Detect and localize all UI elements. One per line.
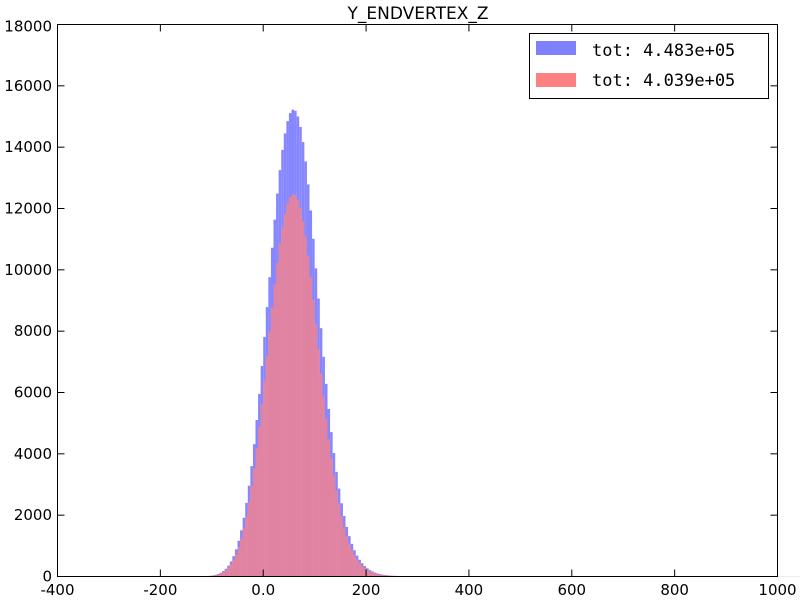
legend-swatch-series-1 — [536, 41, 576, 55]
histogram-bar — [260, 404, 264, 577]
histogram-bar — [263, 380, 266, 577]
histogram-bar — [224, 570, 228, 577]
histogram-bar — [306, 255, 310, 577]
x-tick-label: -400 — [40, 581, 74, 599]
histogram-bar — [317, 348, 320, 577]
histogram-bar — [234, 554, 238, 577]
histogram-bar — [358, 562, 361, 577]
y-tick-label: 18000 — [4, 18, 52, 36]
legend: tot: 4.483e+05 tot: 4.039e+05 — [529, 33, 769, 99]
histogram-bar — [214, 575, 217, 577]
x-tick-labels: -400 -200 0.0 200 400 600 800 1000 — [40, 581, 796, 599]
x-tick-label: 800 — [660, 581, 689, 599]
histogram-bar — [278, 243, 282, 577]
histogram-bar — [319, 373, 323, 577]
histogram-bar — [242, 528, 246, 577]
y-tick-label: 14000 — [4, 138, 52, 156]
histogram-bar — [286, 203, 289, 577]
y-tick-label: 0 — [42, 568, 52, 586]
histogram-bar — [250, 486, 253, 577]
series-2-bars — [198, 194, 800, 577]
histogram-bar — [291, 194, 295, 577]
histogram-bar — [373, 573, 377, 577]
histogram-bar — [258, 426, 261, 577]
y-tick-label: 12000 — [4, 200, 52, 218]
axis-ticks — [57, 24, 778, 577]
histogram-bar — [312, 299, 315, 577]
histogram-bar — [255, 448, 259, 577]
histogram-bar — [324, 418, 328, 577]
chart-title: Y_ENDVERTEX_Z — [347, 4, 489, 24]
legend-label-series-1: tot: 4.483e+05 — [592, 41, 735, 61]
histogram-bar — [270, 307, 274, 577]
histogram-bars — [198, 109, 800, 577]
y-tick-label: 6000 — [14, 384, 52, 402]
histogram-bar — [283, 213, 287, 577]
histogram-bar — [386, 575, 390, 577]
histogram-bar — [252, 468, 256, 577]
histogram-bar — [376, 573, 379, 577]
x-tick-label: 200 — [352, 581, 381, 599]
histogram-bar — [304, 236, 307, 577]
histogram-bar — [227, 567, 230, 577]
histogram-bar — [237, 547, 241, 577]
histogram-bar — [222, 572, 225, 577]
y-tick-label: 2000 — [14, 506, 52, 524]
histogram-bar — [330, 458, 333, 577]
histogram-bar — [335, 490, 338, 577]
histogram-bar — [294, 195, 297, 577]
legend-label-series-2: tot: 4.039e+05 — [592, 71, 735, 91]
histogram-bar — [340, 516, 343, 577]
histogram-bar — [363, 567, 367, 577]
histogram-bar — [378, 574, 382, 577]
histogram-bar — [296, 199, 300, 577]
histogram-bar — [314, 324, 318, 577]
histogram-bar — [276, 262, 279, 577]
histogram-bar — [247, 502, 251, 577]
histogram-bar — [219, 573, 223, 577]
histogram-bar — [240, 538, 243, 577]
histogram-bar — [229, 564, 233, 577]
histogram-bar — [360, 565, 364, 577]
histogram-bar — [245, 516, 248, 577]
x-tick-label: 0.0 — [251, 581, 275, 599]
histogram-bar — [327, 439, 331, 577]
histogram-bar — [345, 535, 349, 577]
histogram-bar — [288, 197, 292, 577]
y-tick-label: 16000 — [4, 77, 52, 95]
x-tick-label: 400 — [455, 581, 484, 599]
histogram-bar — [368, 571, 372, 577]
histogram-bar — [265, 355, 269, 577]
histogram-bar — [381, 574, 385, 577]
y-tick-label: 4000 — [14, 445, 52, 463]
histogram-bar — [268, 331, 271, 577]
histogram-bar — [353, 555, 356, 577]
plot-frame — [57, 24, 778, 577]
histogram-bar — [299, 208, 302, 577]
histogram-bar — [281, 227, 284, 577]
histogram-bar — [337, 504, 341, 577]
x-tick-label: -200 — [143, 581, 177, 599]
histogram-bar — [309, 276, 313, 577]
histogram-bar — [384, 575, 387, 577]
histogram-bar — [273, 284, 277, 577]
histogram-bar — [366, 569, 369, 577]
y-tick-label: 10000 — [4, 261, 52, 279]
legend-swatch-series-2 — [536, 73, 576, 87]
y-tick-labels: 0 2000 4000 6000 8000 10000 12000 14000 16000 180… — [4, 18, 52, 586]
histogram-bar — [348, 543, 351, 577]
histogram-bar — [322, 396, 325, 577]
histogram-bar — [350, 549, 354, 577]
histogram-bar — [216, 574, 220, 577]
histogram-bar — [371, 572, 374, 577]
histogram-bar — [301, 220, 305, 577]
y-tick-label: 8000 — [14, 322, 52, 340]
x-tick-label: 600 — [557, 581, 586, 599]
x-tick-label: 1000 — [758, 581, 796, 599]
histogram-bar — [355, 559, 359, 577]
histogram-bar — [232, 559, 235, 577]
histogram-bar — [332, 475, 336, 577]
histogram-bar — [342, 526, 346, 577]
